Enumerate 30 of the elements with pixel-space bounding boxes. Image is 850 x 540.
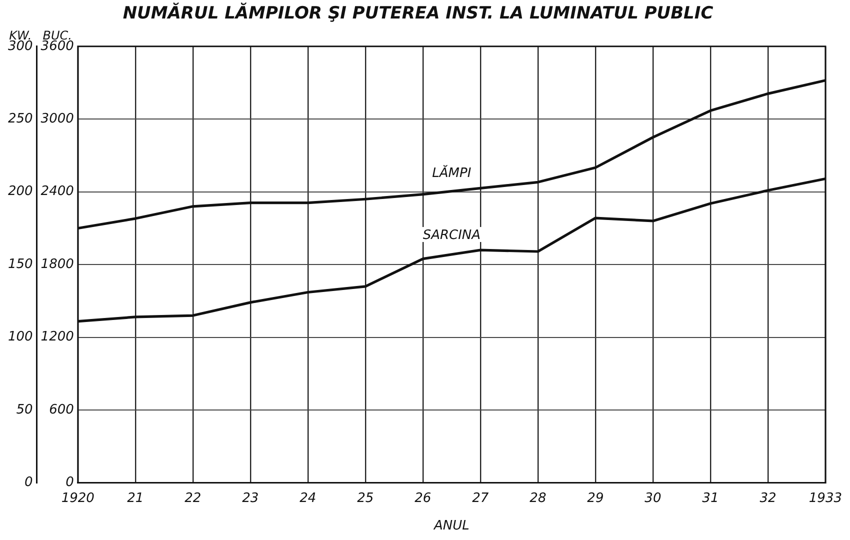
x-tick-label: 23 — [242, 490, 259, 506]
y2-tick-label: 600 — [49, 402, 74, 418]
x-tick-label: 28 — [530, 490, 546, 506]
y-tick-label: 100 — [8, 330, 33, 345]
y-tick-label: 0 — [24, 475, 33, 490]
x-tick-label: 24 — [300, 490, 316, 506]
x-tick-label: 31 — [702, 490, 719, 506]
series-label: SARCINA — [422, 228, 481, 243]
y2-tick-label: 1800 — [40, 256, 74, 272]
series-label: LĂMPI — [432, 164, 472, 182]
x-tick-label: 27 — [472, 490, 490, 506]
y2-tick-label: 3000 — [40, 112, 74, 127]
y-tick-label: 250 — [8, 112, 33, 127]
x-tick-label: 25 — [357, 490, 374, 506]
x-tick-label: 22 — [184, 490, 202, 506]
chart-title: NUMĂRUL LĂMPILOR ŞI PUTEREA INST. LA LUMINATUL PUBLIC — [122, 2, 714, 24]
x-tick-label: 30 — [644, 490, 662, 506]
x-tick-label: 32 — [760, 490, 776, 506]
y2-tick-label: 2400 — [40, 184, 74, 200]
y2-tick-label: 1200 — [40, 330, 74, 345]
x-tick-label: 1933 — [808, 490, 842, 506]
x-tick-label: 26 — [414, 490, 432, 506]
x-axis-title: ANUL — [432, 518, 470, 534]
x-tick-label: 21 — [127, 490, 144, 506]
x-tick-label: 1920 — [61, 490, 94, 506]
y-tick-label: 200 — [8, 184, 33, 200]
x-tick-label: 29 — [587, 490, 604, 506]
y2-tick-label: 0 — [66, 475, 74, 490]
y-tick-label: 150 — [8, 256, 33, 272]
y-tick-label: 50 — [16, 402, 33, 418]
